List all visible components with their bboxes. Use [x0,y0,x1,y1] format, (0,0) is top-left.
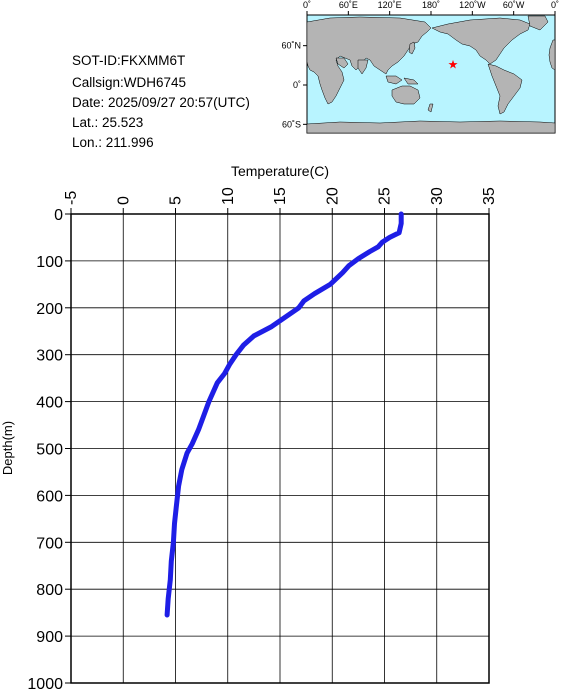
x-tick-label: 30 [429,187,446,205]
y-tick-label: 300 [36,348,63,365]
map-lon-label: 0˚ [551,0,559,10]
x-tick-label: 10 [220,187,237,205]
x-tick-label: 20 [324,187,341,205]
y-tick-labels: 0 100 200 300 400 500 600 700 800 900 1000 [27,207,63,690]
map-lon-labels: 0˚ 60˚E 120˚E 180˚ 120˚W 60˚W 0˚ [303,0,559,10]
map-lon-label: 60˚W [503,0,525,10]
y-tick-label: 500 [36,442,63,459]
location-marker-icon: ★ [448,57,459,71]
lat-label: Lat.: 25.523 [72,115,144,130]
sot-id-label: SOT-ID:FKXMM6T [72,53,186,68]
y-tick-label: 400 [36,395,63,412]
map-lat-label: 60˚S [282,119,301,129]
map-tick-marks [303,11,556,125]
x-tick-label: 25 [377,187,394,205]
map-lat-labels: 60˚N 0˚ 60˚S [281,41,301,130]
y-tick-label: 800 [36,582,63,599]
map-lon-label: 120˚W [459,0,486,10]
plot-ticks [65,208,490,684]
map-lon-label: 0˚ [303,0,311,10]
map-lon-label: 180˚ [422,0,440,10]
x-axis-label: Temperature(C) [231,163,329,179]
y-tick-label: 200 [36,301,63,318]
x-tick-label: 0 [115,196,132,205]
x-tick-label: 5 [168,196,185,205]
map-lon-label: 120˚E [378,0,402,10]
x-tick-labels: -5 0 5 10 15 20 25 30 35 [63,187,498,205]
y-tick-label: 0 [54,207,63,224]
y-tick-label: 900 [36,629,63,646]
date-label: Date: 2025/09/27 20:57(UTC) [72,95,250,110]
map-lon-label: 60˚E [339,0,358,10]
map-lat-label: 60˚N [281,41,301,51]
map-lat-label: 0˚ [293,80,301,90]
y-tick-label: 1000 [27,676,63,690]
x-tick-label: 15 [272,187,289,205]
y-axis-label: Depth(m) [0,421,15,475]
y-tick-label: 600 [36,488,63,505]
y-tick-label: 100 [36,254,63,271]
x-tick-label: 35 [481,187,498,205]
x-tick-label: -5 [63,191,80,205]
y-tick-label: 700 [36,535,63,552]
temperature-profile-line [164,211,404,618]
map-land [306,15,556,134]
callsign-label: Callsign:WDH6745 [72,75,187,90]
lon-label: Lon.: 211.996 [72,135,154,150]
